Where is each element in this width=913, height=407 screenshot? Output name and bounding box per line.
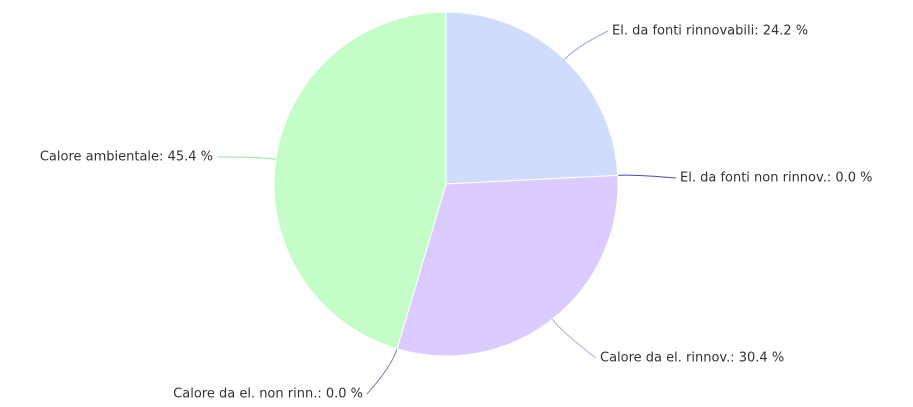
pie-slice <box>445 11 619 185</box>
data-label: El. da fonti non rinnov.: 0.0 % <box>680 171 873 186</box>
data-label: El. da fonti rinnovabili: 24.2 % <box>612 24 808 39</box>
connector <box>564 30 609 60</box>
pie-slice <box>273 11 447 350</box>
connector <box>216 156 276 160</box>
connector <box>617 174 677 179</box>
data-label: Calore da el. non rinn.: 0.0 % <box>173 387 363 402</box>
data-label: Calore da el. rinnov.: 30.4 % <box>600 351 784 366</box>
pie-slice <box>396 174 619 357</box>
data-label: Calore ambientale: 45.4 % <box>40 150 213 165</box>
connector <box>366 348 398 395</box>
connector <box>551 318 597 359</box>
